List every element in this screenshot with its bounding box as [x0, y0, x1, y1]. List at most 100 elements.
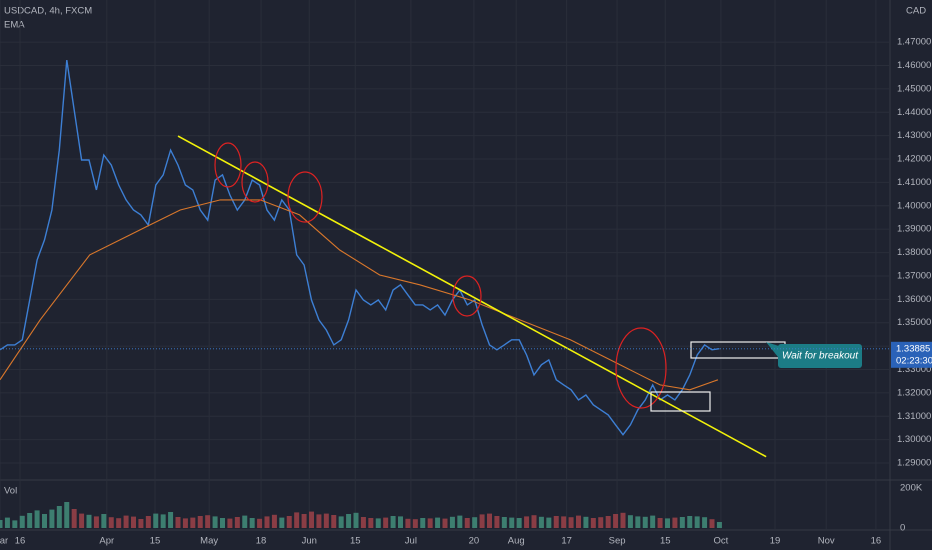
- x-tick-label: 18: [256, 536, 267, 547]
- volume-bar: [279, 517, 285, 528]
- y-tick-label: 1.43000: [897, 130, 931, 141]
- volume-bar: [568, 517, 574, 528]
- axes: 1.290001.300001.310001.320001.330001.340…: [0, 37, 932, 547]
- currency-label: CAD: [906, 6, 926, 17]
- y-tick-label: 1.33000: [897, 364, 931, 375]
- range-box: [650, 391, 711, 412]
- volume-bar: [145, 516, 151, 528]
- volume-bar: [168, 512, 174, 528]
- volume-bar: [4, 517, 10, 528]
- volume-bar: [316, 514, 322, 528]
- volume-bar: [264, 516, 270, 528]
- y-tick-label: 1.46000: [897, 60, 931, 71]
- volume-bar: [34, 510, 40, 528]
- circle-drawing: [452, 275, 482, 317]
- volume-tick-label: 0: [900, 523, 905, 534]
- volume-bar: [479, 514, 485, 528]
- y-tick-label: 1.42000: [897, 154, 931, 165]
- volume-bar: [583, 516, 589, 528]
- volume-bar: [650, 515, 656, 528]
- volume-bar: [576, 515, 581, 528]
- volume-bar: [301, 514, 307, 528]
- y-tick-label: 1.44000: [897, 107, 931, 118]
- y-tick-label: 1.29000: [897, 458, 931, 469]
- volume-bar: [360, 517, 366, 528]
- chart-title: USDCAD, 4h, FXCM: [4, 6, 92, 17]
- volume-bar: [538, 516, 544, 528]
- volume-bar: [561, 516, 567, 528]
- y-tick-label: 1.30000: [897, 434, 931, 445]
- volume-bar: [323, 513, 329, 528]
- volume-bar: [501, 517, 507, 528]
- plot: [0, 59, 767, 458]
- volume-bar: [182, 518, 188, 528]
- volume-bar: [702, 517, 708, 528]
- volume-bar: [234, 517, 240, 528]
- price-line: [0, 199, 719, 391]
- volume-bar: [331, 515, 337, 528]
- volume-bar: [79, 513, 85, 528]
- volume-bar: [131, 516, 136, 528]
- x-tick-label: Apr: [99, 536, 114, 547]
- volume-bar: [494, 516, 500, 528]
- circle-drawing: [287, 171, 323, 223]
- x-tick-label: Jul: [405, 536, 417, 547]
- volume-bar: [101, 514, 107, 528]
- volume-bar: [205, 515, 211, 528]
- volume-bar: [353, 512, 359, 528]
- volume-bar: [286, 516, 292, 528]
- y-tick-label: 1.31000: [897, 411, 931, 422]
- y-tick-label: 1.35000: [897, 317, 931, 328]
- volume-bar: [620, 512, 626, 528]
- x-tick-label: 15: [660, 536, 671, 547]
- y-tick-label: 1.39000: [897, 224, 931, 235]
- volume-bar: [190, 517, 196, 528]
- volume-bar: [19, 515, 25, 528]
- y-tick-label: 1.32000: [897, 387, 931, 398]
- volume-bar: [249, 518, 255, 528]
- volume-bar: [42, 514, 47, 528]
- volume-bar: [383, 517, 389, 528]
- countdown-label: 02:23:30: [896, 355, 932, 366]
- x-tick-label: May: [200, 536, 218, 547]
- volume-bar: [427, 518, 433, 528]
- y-tick-label: 1.45000: [897, 83, 931, 94]
- x-tick-label: 16: [871, 536, 882, 547]
- volume-bar: [49, 509, 55, 528]
- x-tick-label: Sep: [609, 536, 626, 547]
- volume-bar: [390, 516, 396, 528]
- volume-bar: [457, 515, 463, 528]
- volume-bar: [516, 518, 522, 528]
- x-tick-label: 15: [350, 536, 361, 547]
- volume-bar: [220, 518, 225, 528]
- circle-drawing: [214, 142, 242, 188]
- volume-tick-label: 200K: [900, 483, 923, 494]
- volume-bar: [672, 517, 678, 528]
- volume-bar: [524, 516, 530, 528]
- volume-bar: [138, 519, 144, 528]
- volume-bar: [642, 516, 648, 528]
- volume-bar: [657, 518, 663, 528]
- volume-bar: [442, 518, 448, 528]
- volume-bar: [531, 515, 537, 528]
- volume-bar: [687, 516, 693, 528]
- volume-bar: [212, 516, 218, 528]
- volume-bar: [346, 514, 352, 528]
- last-price-tag: [891, 341, 932, 368]
- volume-bar: [257, 518, 263, 528]
- x-tick-label: 16: [15, 536, 26, 547]
- volume-bar: [108, 517, 114, 528]
- y-tick-label: 1.41000: [897, 177, 931, 188]
- y-tick-label: 1.47000: [897, 37, 931, 48]
- volume-bar: [375, 518, 381, 528]
- volume-bar: [227, 518, 233, 528]
- grid: [0, 0, 890, 530]
- volume-bar: [368, 518, 374, 528]
- trendline: [177, 135, 767, 458]
- callout: Wait for breakout: [766, 342, 862, 368]
- volume-bar: [613, 514, 619, 528]
- callout-box: [778, 344, 862, 368]
- volume-bar: [242, 515, 248, 528]
- y-tick-label: 1.38000: [897, 247, 931, 258]
